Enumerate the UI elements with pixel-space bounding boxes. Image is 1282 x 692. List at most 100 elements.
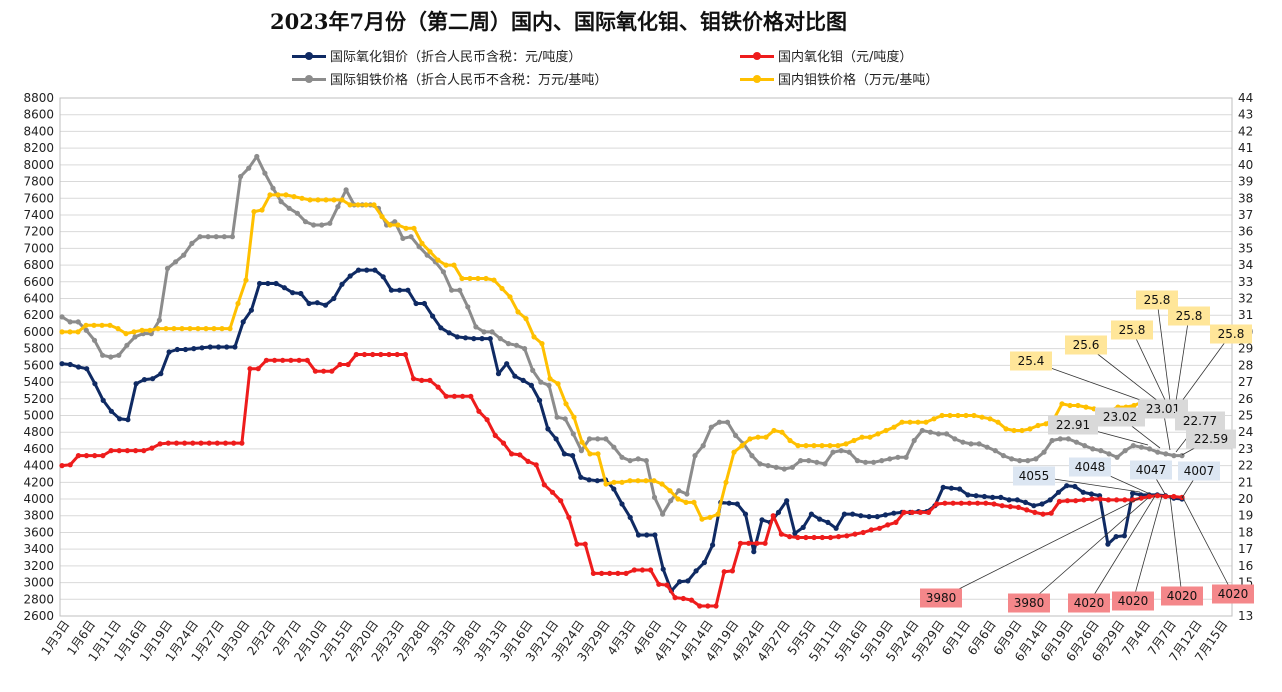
data-point <box>811 443 817 449</box>
data-point <box>364 267 370 273</box>
data-point <box>337 361 343 368</box>
data-point <box>635 478 641 484</box>
y-right-tick-label: 22 <box>1238 459 1253 473</box>
data-point <box>471 336 477 342</box>
y-right-tick-label: 20 <box>1238 492 1253 506</box>
data-point <box>504 361 510 367</box>
data-point <box>189 240 195 246</box>
data-point <box>579 439 585 445</box>
data-point <box>919 427 925 434</box>
data-point <box>224 344 230 350</box>
y-right-tick-label: 40 <box>1238 158 1253 172</box>
data-point <box>784 498 790 504</box>
data-point <box>173 440 180 446</box>
data-point <box>737 540 744 546</box>
annotation-box <box>1048 415 1098 435</box>
annotation-box <box>1175 411 1225 431</box>
data-point <box>883 427 889 434</box>
annotation-leader <box>1028 497 1149 604</box>
data-point <box>281 285 287 291</box>
data-point <box>190 440 196 446</box>
legend-item-intl-ferromoly: 国际钼铁价格（折合人民币不含税：万元/基吨） <box>292 69 607 88</box>
data-point <box>991 501 997 507</box>
data-point <box>871 459 877 465</box>
data-point <box>517 452 523 458</box>
y-right-tick-label: 43 <box>1238 108 1253 122</box>
data-point <box>124 448 130 454</box>
data-point <box>594 478 600 484</box>
y-right-tick-label: 35 <box>1238 241 1253 255</box>
data-point <box>108 448 114 454</box>
data-point <box>405 287 411 293</box>
data-point <box>1022 499 1029 505</box>
annotation-leader <box>1131 329 1167 403</box>
annotation-box <box>1069 457 1111 477</box>
data-point <box>611 486 617 492</box>
data-point <box>449 287 455 293</box>
data-point <box>1032 509 1038 515</box>
data-point <box>290 290 296 296</box>
annotation-leader <box>1132 495 1163 602</box>
data-point <box>296 357 302 363</box>
data-point <box>1073 498 1079 504</box>
legend-label: 国内氧化钼（元/吨度） <box>778 50 913 65</box>
annotation-label: 3980 <box>926 591 957 605</box>
data-point <box>561 451 568 457</box>
annotation-leader <box>1030 360 1161 408</box>
data-point <box>1000 453 1007 459</box>
data-point <box>952 436 958 442</box>
y-left-tick-label: 6600 <box>23 275 54 289</box>
data-point <box>1055 489 1062 495</box>
data-point <box>1064 483 1070 489</box>
data-point <box>731 449 737 455</box>
data-point <box>907 419 913 425</box>
data-point <box>443 393 449 399</box>
data-point <box>91 337 98 343</box>
data-point <box>173 259 179 265</box>
data-point <box>603 481 609 487</box>
data-point <box>1017 458 1023 464</box>
data-point <box>955 412 961 419</box>
data-point <box>191 346 197 352</box>
data-point <box>607 570 613 577</box>
data-point <box>156 317 162 323</box>
data-point <box>599 570 605 577</box>
data-point <box>643 458 649 464</box>
data-point <box>667 488 673 494</box>
data-point <box>1057 436 1063 442</box>
data-point <box>934 501 940 507</box>
data-point <box>443 262 449 268</box>
data-point <box>339 197 345 203</box>
data-point <box>523 316 529 322</box>
annotation-leader <box>1175 315 1190 402</box>
data-point <box>685 578 691 584</box>
data-point <box>355 202 361 208</box>
series-line <box>61 155 1182 516</box>
data-point <box>844 533 850 539</box>
data-point <box>83 453 90 459</box>
data-point <box>775 509 782 515</box>
data-point <box>92 453 98 459</box>
data-point <box>950 500 956 506</box>
data-point <box>515 309 521 315</box>
data-point <box>1041 449 1047 455</box>
data-point <box>792 530 798 536</box>
data-point <box>734 501 740 507</box>
y-left-tick-label: 7800 <box>23 175 54 189</box>
data-point <box>627 458 633 464</box>
data-point <box>868 527 874 533</box>
data-point <box>392 219 398 225</box>
data-point <box>311 222 317 228</box>
data-point <box>971 412 977 419</box>
data-point <box>879 458 885 464</box>
annotation-box <box>1013 466 1055 486</box>
data-point <box>165 440 171 446</box>
annotation-leader <box>1181 495 1234 595</box>
data-point <box>243 277 249 283</box>
data-point <box>75 364 82 370</box>
data-point <box>100 397 106 403</box>
plot-border <box>59 97 1233 617</box>
y-right-tick-label: 34 <box>1238 258 1253 272</box>
data-point <box>259 207 265 213</box>
